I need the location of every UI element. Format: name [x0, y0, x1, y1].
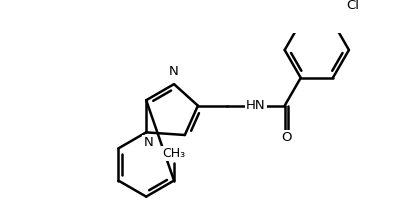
Text: Cl: Cl: [346, 0, 359, 12]
Text: O: O: [281, 131, 292, 145]
Text: CH₃: CH₃: [162, 147, 185, 160]
Text: HN: HN: [246, 99, 265, 112]
Text: N: N: [143, 136, 153, 149]
Text: N: N: [169, 65, 179, 78]
